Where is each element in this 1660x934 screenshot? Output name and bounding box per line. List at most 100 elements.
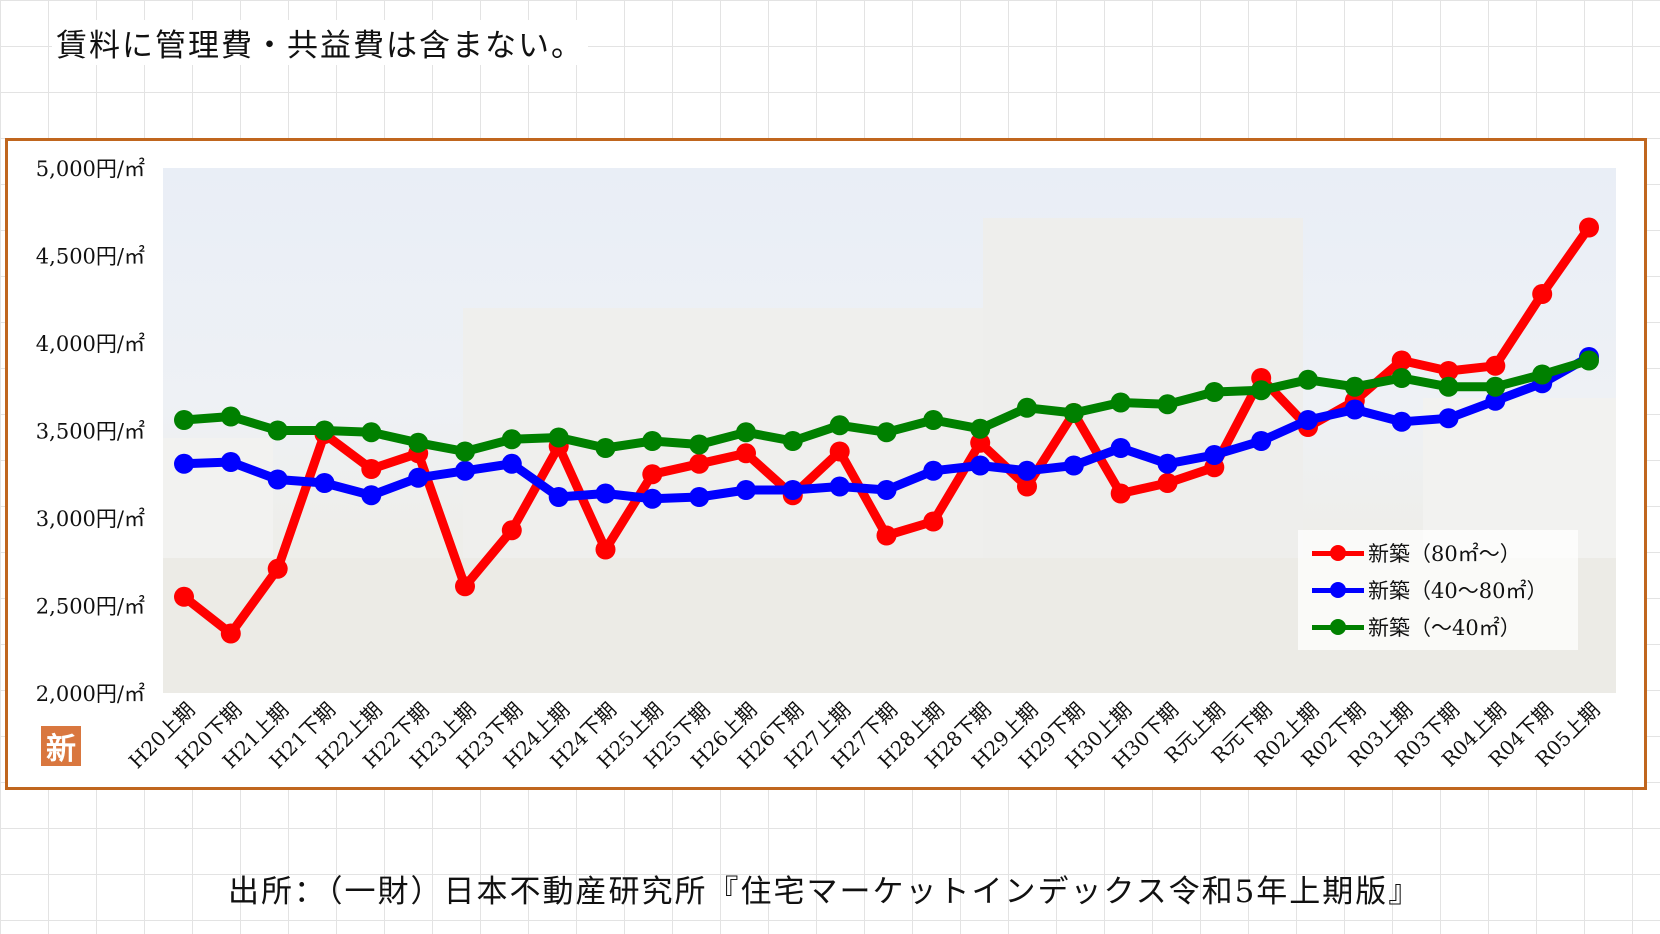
data-point — [1344, 399, 1365, 420]
legend-item: 新築（40～80㎡） — [1312, 575, 1547, 605]
data-point — [220, 406, 241, 427]
data-point — [455, 460, 475, 481]
data-point — [1204, 445, 1225, 465]
source-citation: 出所：（一財）日本不動産研究所『住宅マーケットインデックス令和5年上期版』 — [228, 874, 1422, 910]
data-point — [501, 520, 522, 541]
data-point — [1344, 376, 1365, 397]
data-point — [174, 586, 194, 607]
data-point — [923, 410, 944, 430]
y-tick-label: 4,000円/㎡ — [36, 332, 145, 356]
data-point — [408, 467, 429, 488]
data-point — [1110, 483, 1131, 504]
y-tick-label: 5,000円/㎡ — [36, 157, 145, 181]
data-point — [220, 623, 241, 644]
data-point — [689, 434, 710, 455]
data-point — [1485, 376, 1506, 397]
data-point — [314, 473, 335, 493]
data-point — [1532, 284, 1553, 304]
data-point — [1157, 473, 1178, 493]
legend-item: 新築（80㎡～） — [1312, 538, 1521, 568]
data-point — [1532, 364, 1553, 385]
data-point — [408, 432, 429, 453]
data-point — [923, 511, 944, 532]
data-point — [501, 429, 522, 450]
data-point — [548, 427, 569, 448]
data-point — [1438, 408, 1459, 429]
y-tick-label: 2,500円/㎡ — [36, 595, 145, 619]
legend-label: 新築（～40㎡） — [1368, 616, 1521, 640]
legend-label: 新築（80㎡～） — [1368, 542, 1521, 566]
data-point — [876, 480, 897, 500]
data-point — [876, 525, 897, 546]
data-point — [1579, 217, 1599, 238]
data-point — [314, 420, 335, 441]
new-badge: 新 — [41, 726, 81, 767]
data-point — [267, 558, 288, 579]
data-point — [689, 453, 710, 474]
chart-legend: 新築（80㎡～） 新築（40～80㎡） 新築（～40㎡） — [1298, 530, 1578, 650]
data-point — [1017, 476, 1037, 497]
data-point — [501, 453, 522, 474]
data-point — [1438, 361, 1459, 381]
data-point — [829, 476, 850, 497]
legend-swatch-blue — [1312, 575, 1364, 605]
data-point — [1204, 382, 1225, 402]
data-point — [455, 441, 475, 462]
data-point — [1298, 369, 1318, 390]
data-point — [1063, 455, 1084, 476]
rent-note: 賃料に管理費・共益費は含まない。 — [52, 20, 588, 65]
data-point — [220, 452, 241, 472]
data-point — [642, 431, 663, 451]
y-tick-label: 3,500円/㎡ — [36, 420, 145, 444]
data-point — [1157, 453, 1178, 474]
data-point — [736, 443, 756, 464]
data-point — [1251, 380, 1272, 401]
data-point — [782, 431, 803, 451]
data-point — [174, 453, 194, 474]
data-point — [1391, 411, 1412, 432]
data-point — [1110, 438, 1131, 458]
data-point — [595, 539, 616, 560]
data-point — [970, 432, 991, 453]
data-point — [970, 418, 991, 439]
data-point — [455, 576, 475, 597]
data-point — [736, 480, 756, 500]
data-point — [970, 455, 991, 476]
y-tick-label: 4,500円/㎡ — [36, 245, 145, 269]
data-point — [267, 469, 288, 490]
data-point — [923, 460, 944, 481]
data-point — [1485, 355, 1506, 376]
data-point — [1017, 397, 1037, 418]
data-point — [689, 487, 710, 507]
data-point — [595, 438, 616, 458]
data-point — [1438, 376, 1459, 397]
data-point — [876, 422, 897, 443]
legend-swatch-red — [1312, 538, 1364, 568]
data-point — [1063, 403, 1084, 423]
legend-swatch-green — [1312, 612, 1364, 642]
data-point — [267, 420, 288, 441]
data-point — [1579, 350, 1599, 371]
data-point — [1251, 431, 1272, 451]
data-point — [1017, 460, 1037, 481]
data-point — [829, 415, 850, 436]
data-point — [1391, 350, 1412, 371]
data-point — [361, 422, 382, 443]
data-point — [1298, 410, 1318, 430]
data-point — [642, 464, 663, 485]
y-tick-label: 2,000円/㎡ — [36, 682, 145, 706]
legend-label: 新築（40～80㎡） — [1368, 579, 1548, 603]
data-point — [1485, 390, 1506, 411]
data-point — [1157, 394, 1178, 415]
data-point — [1391, 368, 1412, 388]
data-point — [736, 422, 756, 443]
data-point — [595, 483, 616, 504]
y-tick-label: 3,000円/㎡ — [36, 507, 145, 531]
data-point — [361, 459, 382, 479]
data-point — [829, 441, 850, 462]
data-point — [642, 488, 663, 509]
data-point — [782, 480, 803, 500]
legend-item: 新築（～40㎡） — [1312, 612, 1521, 642]
data-point — [174, 410, 194, 430]
